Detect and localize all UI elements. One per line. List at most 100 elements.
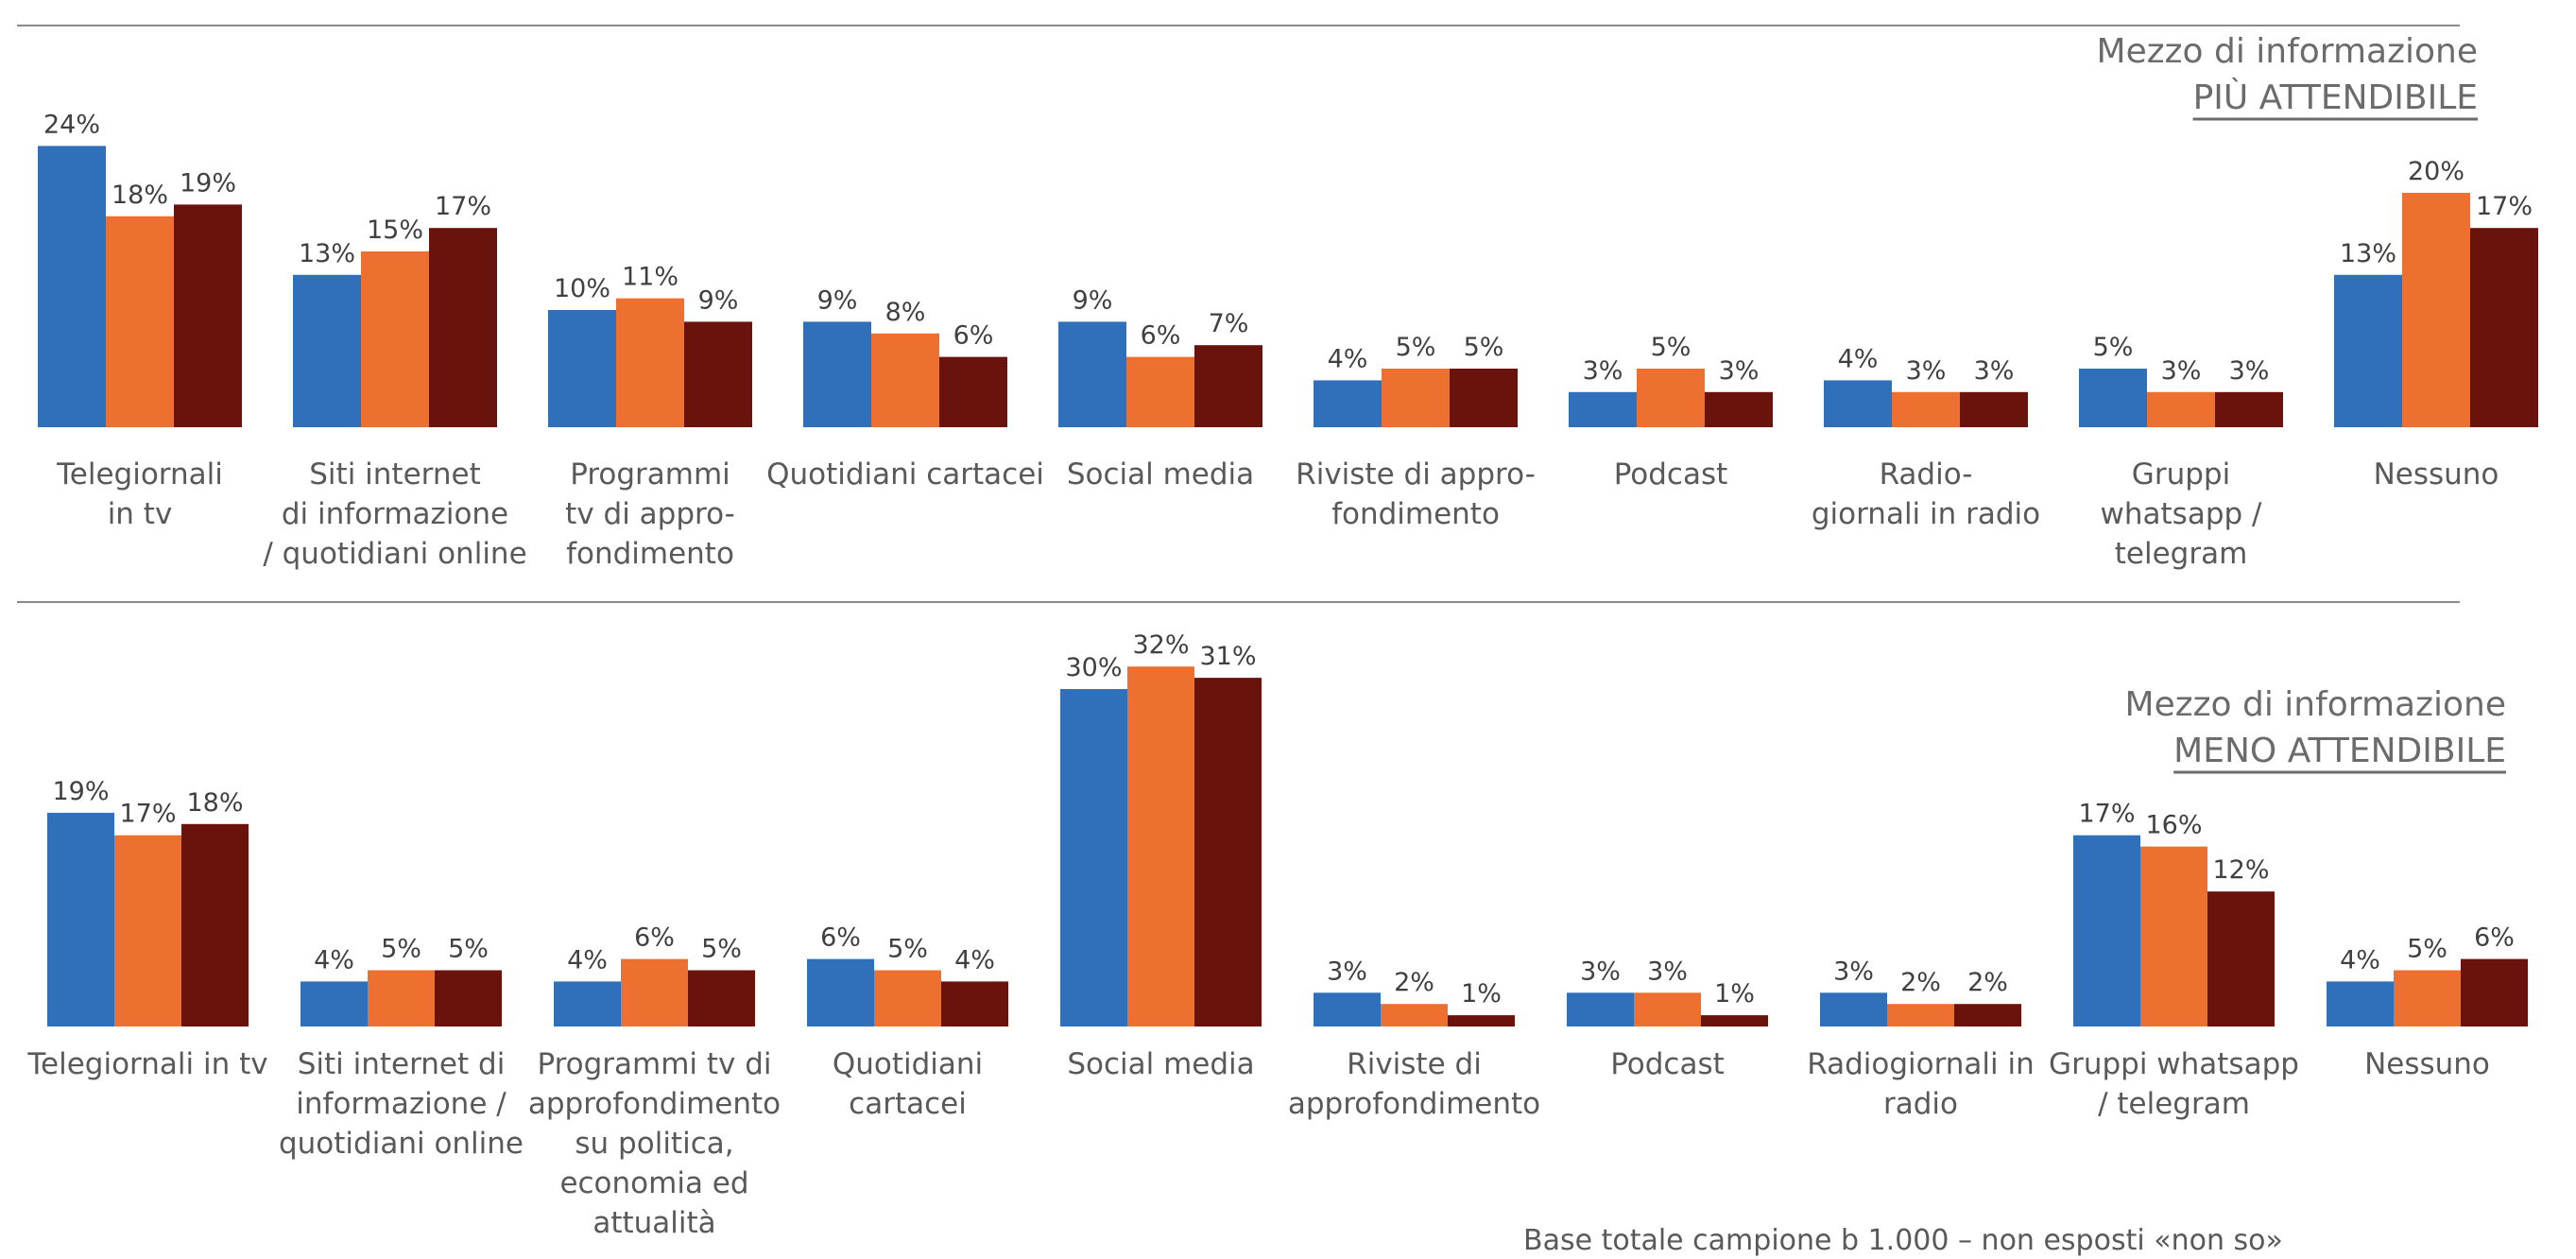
bar-1 xyxy=(548,310,616,427)
data-label: 5% xyxy=(2407,935,2447,964)
category-label: Nessuno xyxy=(2374,457,2499,492)
bar-3 xyxy=(941,981,1008,1026)
data-label: 17% xyxy=(119,800,176,829)
bar-1 xyxy=(301,981,368,1026)
bar-3 xyxy=(2207,891,2275,1026)
bar-2 xyxy=(2140,846,2207,1026)
footnote: Base totale campione b 1.000 – non espos… xyxy=(1523,1224,2283,1257)
bottom-title-line1: Mezzo di informazione xyxy=(2125,685,2506,724)
bar-2 xyxy=(1382,369,1450,427)
data-label: 13% xyxy=(299,239,355,268)
bar-3 xyxy=(1701,1015,1768,1026)
bar-3 xyxy=(2461,958,2528,1026)
data-label: 5% xyxy=(448,935,489,964)
bar-3 xyxy=(1450,369,1518,427)
data-label: 8% xyxy=(885,298,926,327)
bar-group: 17% 16% 12% Gruppi whatsapp / telegram xyxy=(2049,800,2299,1121)
bottom-title-line2: MENO ATTENDIBILE xyxy=(2173,732,2506,770)
data-label: 3% xyxy=(1833,957,1874,986)
category-label: Nessuno xyxy=(2364,1047,2490,1081)
bar-2 xyxy=(361,251,429,427)
bar-group: 13% 15% 17% Siti internet di informazione / q… xyxy=(263,192,526,571)
category-label: Programmi tv di xyxy=(537,1047,771,1081)
category-label: Social media xyxy=(1067,457,1254,492)
bar-group: 4% 6% 5% Programmi tv di approfondimento su p… xyxy=(528,923,781,1240)
category-label: di informazione xyxy=(282,497,508,531)
bar-2 xyxy=(1127,666,1194,1026)
data-label: 5% xyxy=(381,935,421,964)
bar-1 xyxy=(1060,689,1127,1026)
data-label: 15% xyxy=(367,216,423,245)
category-label: Podcast xyxy=(1614,457,1728,492)
bar-1 xyxy=(1567,992,1634,1026)
bar-1 xyxy=(807,958,874,1026)
bar-1 xyxy=(1058,321,1126,427)
bar-2 xyxy=(871,333,939,427)
data-label: 19% xyxy=(180,168,236,198)
data-label: 3% xyxy=(1906,356,1947,386)
bar-2 xyxy=(1892,391,1960,427)
data-label: 4% xyxy=(954,945,995,974)
bar-3 xyxy=(1194,678,1262,1026)
data-label: 3% xyxy=(1327,957,1367,986)
bar-2 xyxy=(1126,356,1194,427)
data-label: 5% xyxy=(887,935,928,964)
bar-group: 24% 18% 19% Telegiornali in tv xyxy=(38,110,242,531)
bar-group: 4% 3% 3% Radio-giornali in radio xyxy=(1812,344,2040,531)
bar-2 xyxy=(2394,970,2461,1026)
category-label: in tv xyxy=(108,497,173,531)
bar-1 xyxy=(554,981,621,1026)
bar-group: 4% 5% 5% Riviste di appro-fondimento xyxy=(1296,333,1536,531)
category-label: tv di appro- xyxy=(565,497,735,531)
category-label: / quotidiani online xyxy=(263,537,526,571)
category-label: cartacei xyxy=(849,1087,967,1121)
category-label: quotidiani online xyxy=(279,1127,524,1161)
bar-3 xyxy=(1960,391,2028,427)
data-label: 6% xyxy=(1141,321,1181,351)
data-label: 19% xyxy=(52,777,109,806)
category-label: whatsapp / xyxy=(2101,497,2263,531)
bar-1 xyxy=(38,146,106,427)
data-label: 6% xyxy=(2474,923,2515,953)
category-label: Gruppi whatsapp xyxy=(2049,1047,2299,1081)
data-label: 12% xyxy=(2212,855,2269,885)
bar-group: 4% 5% 5% Siti internet di informazione / quot… xyxy=(279,935,524,1162)
bar-3 xyxy=(435,970,502,1026)
category-label: Social media xyxy=(1067,1047,1254,1081)
bar-2 xyxy=(368,970,435,1026)
data-label: 4% xyxy=(2340,945,2380,974)
bar-3 xyxy=(684,321,752,427)
category-label: Programmi xyxy=(570,457,730,492)
bar-3 xyxy=(181,823,249,1026)
bar-2 xyxy=(1381,1004,1448,1026)
data-label: 31% xyxy=(1199,642,1256,671)
data-label: 3% xyxy=(1580,957,1621,986)
bar-3 xyxy=(429,228,497,427)
data-label: 18% xyxy=(112,181,168,210)
bar-group: 10% 11% 9% Programmi tv di appro-fondimento xyxy=(548,263,752,571)
bar-group: 9% 6% 7% Social media xyxy=(1058,285,1262,492)
chart-least-reliable: 19% 17% 18% Telegiornali in tv 4% 5% 5% Siti in… xyxy=(26,630,2528,1240)
data-label: 3% xyxy=(1647,957,1688,986)
data-label: 2% xyxy=(1967,968,2008,997)
category-label: / telegram xyxy=(2098,1087,2250,1121)
category-label: radio xyxy=(1883,1087,1958,1121)
bar-group: 3% 3% 1% Podcast xyxy=(1567,957,1768,1081)
data-label: 1% xyxy=(1461,979,1502,1009)
bar-2 xyxy=(874,970,941,1026)
data-label: 3% xyxy=(2229,356,2270,386)
bar-2 xyxy=(106,216,174,427)
bar-group: 3% 2% 2% Radiogiornali in radio xyxy=(1807,957,2035,1121)
data-label: 5% xyxy=(1651,333,1692,362)
data-label: 6% xyxy=(953,321,994,351)
data-label: 2% xyxy=(1394,968,1434,997)
data-label: 5% xyxy=(2093,333,2134,362)
category-label: fondimento xyxy=(566,537,734,571)
data-label: 2% xyxy=(1900,968,1941,997)
category-label: su politica, xyxy=(575,1127,733,1161)
category-label: Siti internet di xyxy=(298,1047,506,1081)
bar-2 xyxy=(114,835,181,1026)
bar-1 xyxy=(1569,391,1637,427)
bar-2 xyxy=(1634,992,1701,1026)
data-label: 5% xyxy=(1464,333,1504,362)
